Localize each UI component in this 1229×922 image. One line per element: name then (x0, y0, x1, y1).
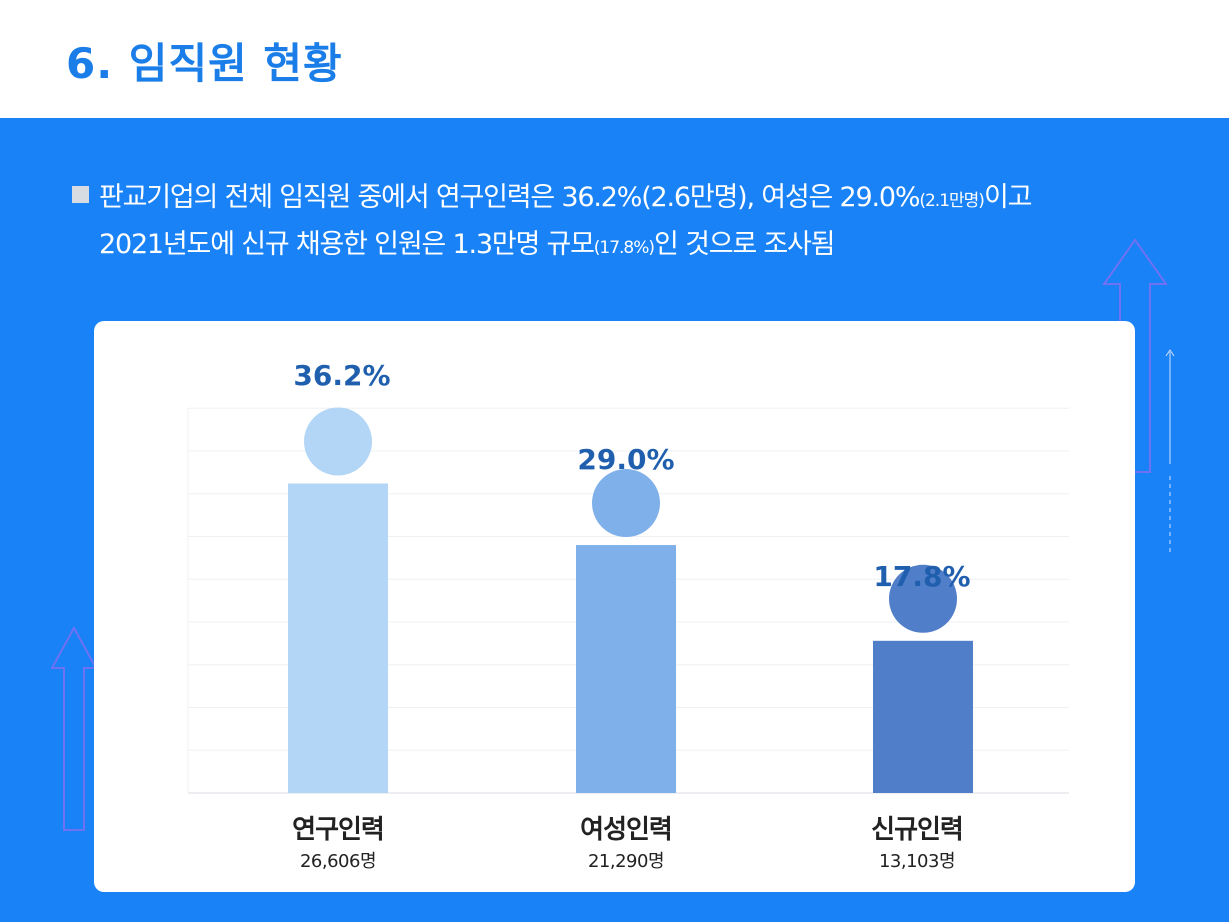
category-label: 여성인력 (580, 815, 673, 845)
bar-head-circle (889, 564, 957, 633)
value-label: 36.2% (293, 359, 391, 392)
summary-line1-b: 이고 (983, 182, 1032, 213)
chart-card: 36.2% 29.0% 17.8% 연구인력 여성인력 신규인력 26,606명… (94, 321, 1135, 892)
value-label: 29.0% (577, 443, 675, 476)
bar (873, 640, 973, 793)
square-bullet-icon (72, 186, 89, 203)
up-arrow-left-icon (50, 625, 98, 831)
summary-line1-small: (2.1만명) (919, 191, 985, 211)
bar (576, 545, 676, 793)
summary-line2-b: 인 것으로 조사됨 (654, 229, 835, 260)
bar (288, 483, 388, 793)
count-label: 13,103명 (878, 851, 956, 872)
bar-head-circle (304, 407, 372, 476)
page-title: 6. 임직원 현황 (66, 39, 343, 88)
value-label: 17.8% (873, 560, 971, 593)
count-label: 26,606명 (299, 851, 377, 872)
thin-arrow-icon (1165, 349, 1175, 556)
summary-text: 판교기업의 전체 임직원 중에서 연구인력은 36.2%(2.6만명), 여성은… (72, 176, 1152, 270)
bar-chart (187, 407, 1069, 794)
up-arrow-right-icon (1102, 238, 1168, 473)
category-label: 연구인력 (292, 815, 385, 845)
title-bar: 6. 임직원 현황 (0, 0, 1229, 118)
summary-line2-a: 2021년도에 신규 채용한 인원은 1.3만명 규모 (99, 229, 595, 260)
summary-line2-small: (17.8%) (593, 238, 655, 258)
bar-head-circle (592, 469, 660, 538)
count-label: 21,290명 (587, 851, 665, 872)
category-label: 신규인력 (871, 815, 964, 845)
summary-line2: 2021년도에 신규 채용한 인원은 1.3만명 규모(17.8%)인 것으로 … (72, 223, 1152, 270)
summary-line1-a: 판교기업의 전체 임직원 중에서 연구인력은 36.2%(2.6만명), 여성은… (99, 182, 921, 213)
